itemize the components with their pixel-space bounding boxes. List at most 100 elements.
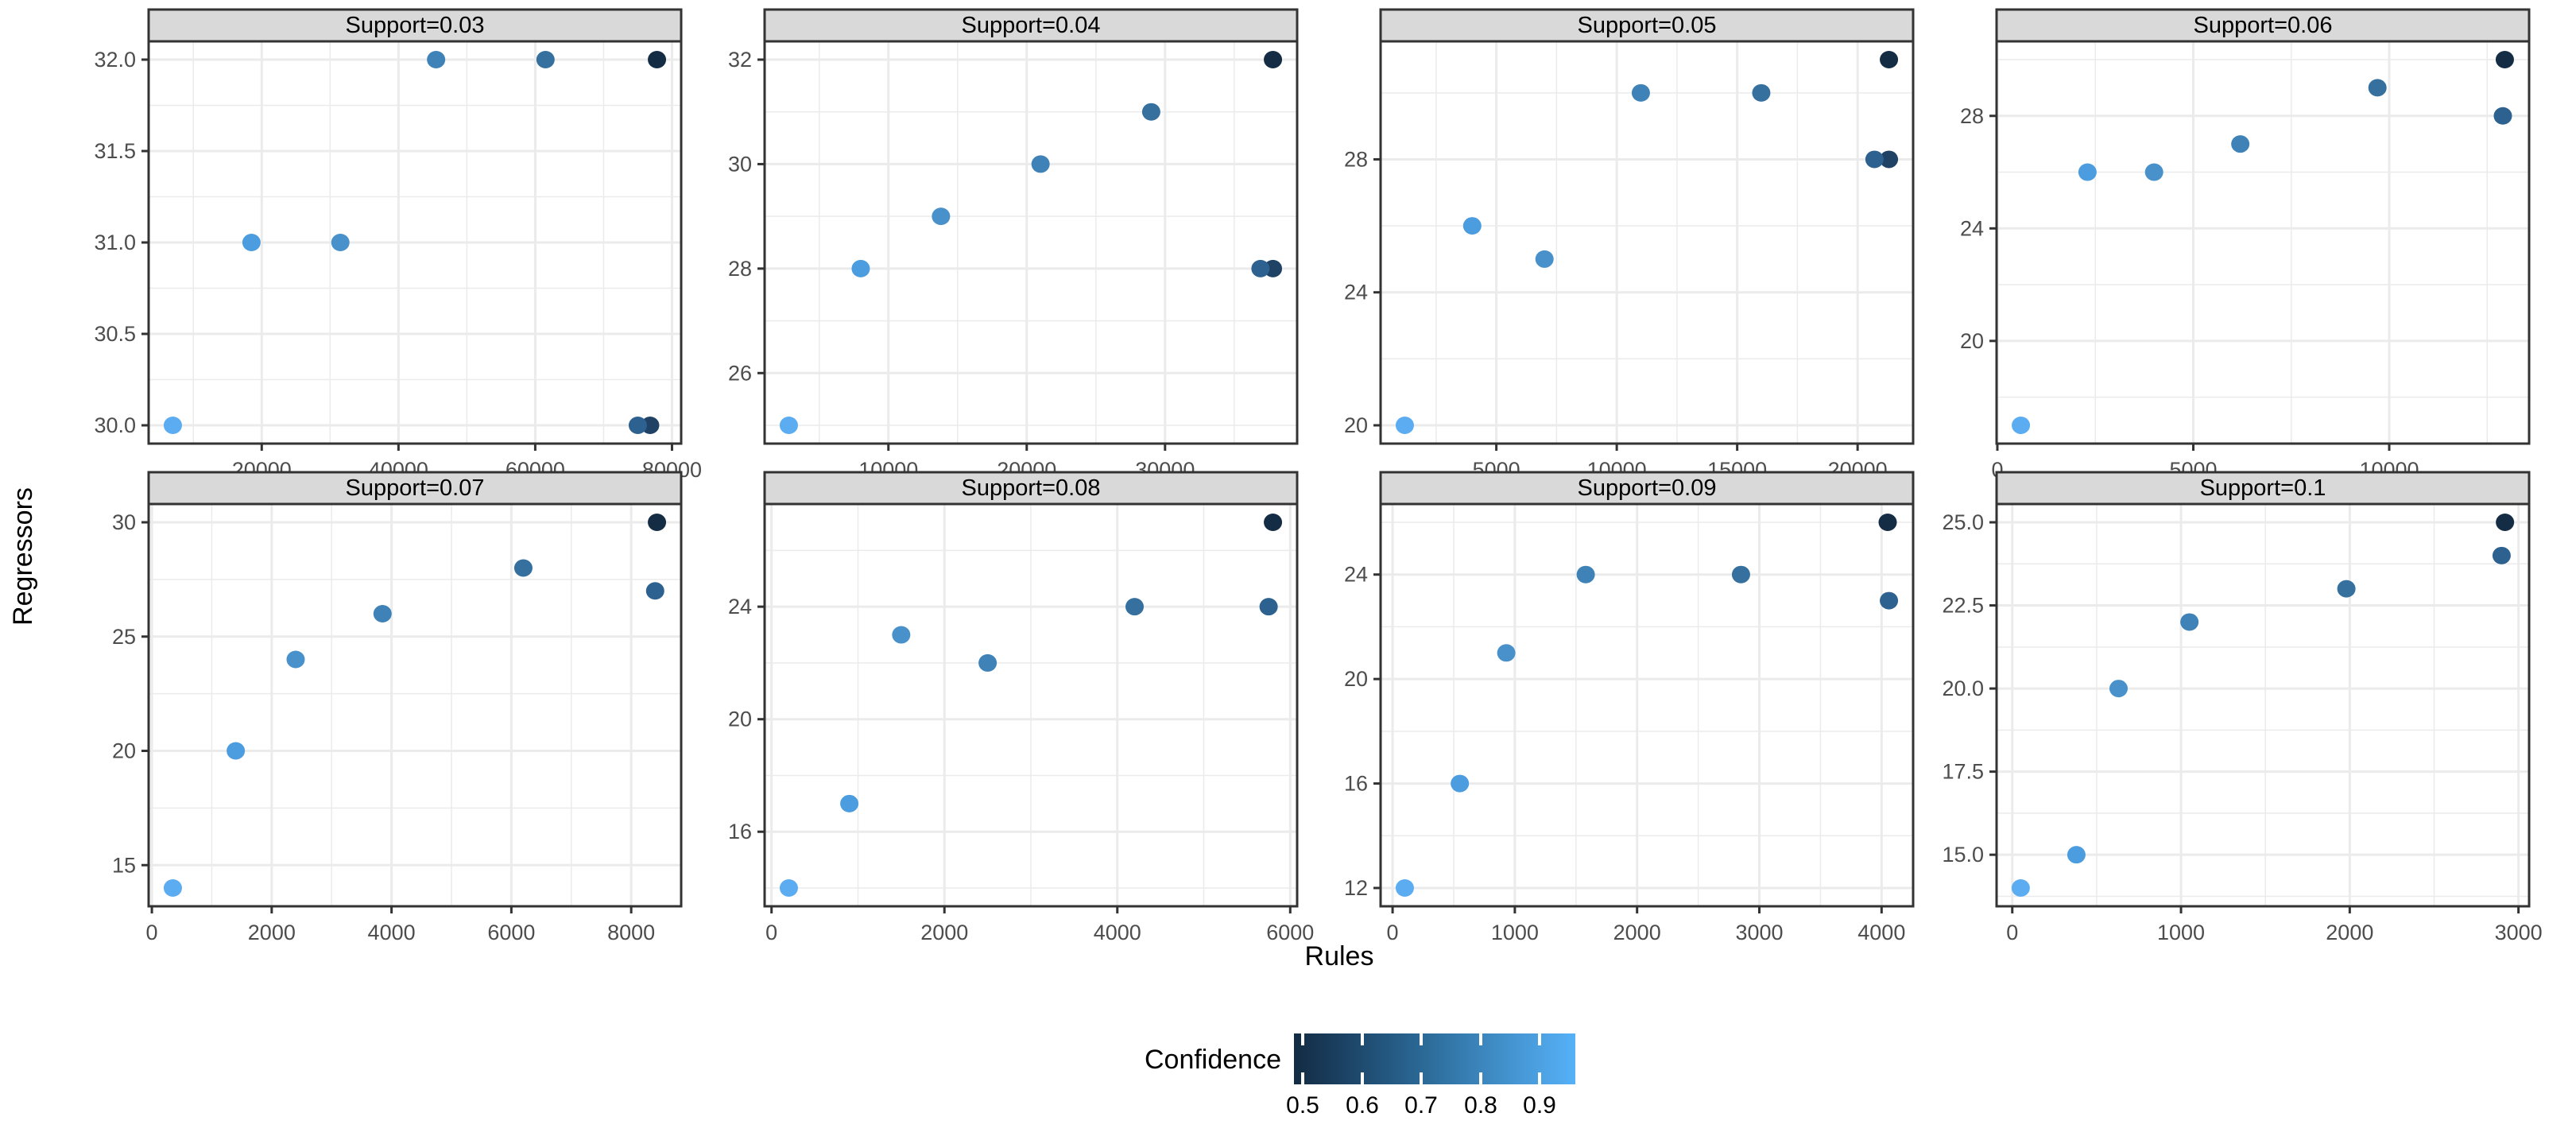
y-tick-label: 12 bbox=[1344, 876, 1368, 900]
y-tick-label: 20 bbox=[1960, 329, 1984, 353]
x-tick-label: 6000 bbox=[487, 921, 535, 944]
data-point bbox=[2231, 135, 2250, 153]
facet-strip bbox=[147, 471, 683, 506]
x-tick-label: 0 bbox=[146, 921, 158, 944]
facet-strip bbox=[147, 8, 683, 43]
data-point bbox=[242, 234, 261, 251]
y-axis-title: Regressors bbox=[8, 487, 38, 626]
y-tick-label: 15 bbox=[112, 853, 136, 877]
facet-strip bbox=[1379, 8, 1915, 43]
y-tick-label: 20.0 bbox=[1942, 677, 1984, 700]
y-tick-label: 28 bbox=[1344, 147, 1368, 171]
x-tick-label: 4000 bbox=[368, 921, 416, 944]
facet-title: Support=0.08 bbox=[962, 475, 1101, 501]
x-tick-label: 8000 bbox=[607, 921, 655, 944]
legend-tick-mark bbox=[1361, 1033, 1364, 1045]
data-point bbox=[2012, 417, 2031, 434]
x-tick-label: 2000 bbox=[920, 921, 968, 944]
x-tick-label: 1000 bbox=[1491, 921, 1539, 944]
x-tick-label: 1000 bbox=[2157, 921, 2205, 944]
y-tick-label: 28 bbox=[1960, 104, 1984, 128]
facet-strip bbox=[1995, 8, 2531, 43]
x-tick-label: 3000 bbox=[1735, 921, 1783, 944]
legend-tick-label: 0.7 bbox=[1404, 1092, 1438, 1119]
legend-tick-labels: 0.5 0.6 0.7 0.8 0.9 bbox=[1286, 1092, 1575, 1124]
legend-title: Confidence bbox=[1144, 1045, 1281, 1075]
facet-title: Support=0.07 bbox=[346, 475, 485, 501]
data-point bbox=[2493, 107, 2512, 125]
facet-title: Support=0.05 bbox=[1578, 13, 1717, 38]
data-point bbox=[1752, 83, 1771, 102]
data-point bbox=[1880, 51, 1899, 68]
x-tick-label: 2000 bbox=[2326, 921, 2373, 944]
data-point bbox=[648, 514, 667, 531]
legend-tick-label: 0.6 bbox=[1346, 1092, 1379, 1119]
data-point bbox=[1251, 259, 1270, 277]
data-point bbox=[779, 417, 798, 434]
facet-strip bbox=[763, 8, 1299, 43]
legend-tick-mark bbox=[1479, 1072, 1482, 1084]
x-tick-label: 4000 bbox=[1094, 921, 1141, 944]
y-tick-label: 31.0 bbox=[94, 231, 136, 254]
facet-strip bbox=[1995, 471, 2531, 506]
legend-tick-mark bbox=[1420, 1072, 1423, 1084]
data-point bbox=[1878, 514, 1897, 531]
x-axis-title: Rules bbox=[1305, 941, 1374, 971]
y-tick-label: 20 bbox=[112, 739, 136, 763]
y-tick-label: 16 bbox=[728, 820, 752, 843]
panel-background bbox=[1997, 504, 2529, 906]
facet-strip bbox=[763, 471, 1299, 506]
x-tick-label: 0 bbox=[2006, 921, 2018, 944]
data-point bbox=[2337, 580, 2356, 598]
x-tick-label: 0 bbox=[765, 921, 777, 944]
data-point bbox=[2495, 51, 2514, 68]
y-tick-label: 32 bbox=[728, 48, 752, 72]
y-tick-label: 22.5 bbox=[1942, 594, 1984, 618]
y-tick-label: 24 bbox=[1344, 281, 1368, 304]
data-point bbox=[892, 626, 911, 644]
data-point bbox=[648, 51, 667, 68]
panel-background bbox=[149, 504, 681, 906]
data-point bbox=[286, 650, 305, 669]
data-point bbox=[1125, 598, 1145, 616]
y-tick-label: 28 bbox=[728, 257, 752, 281]
data-point bbox=[1865, 150, 1884, 169]
data-point bbox=[513, 559, 533, 577]
facet-title: Support=0.09 bbox=[1578, 475, 1717, 501]
legend-tick-mark bbox=[1538, 1072, 1541, 1084]
data-point bbox=[2492, 546, 2511, 564]
data-point bbox=[227, 742, 246, 760]
data-point bbox=[779, 879, 798, 897]
legend-tick-mark bbox=[1361, 1072, 1364, 1084]
y-tick-label: 20 bbox=[1344, 667, 1368, 691]
y-tick-label: 25.0 bbox=[1942, 510, 1984, 534]
y-tick-label: 20 bbox=[728, 708, 752, 731]
data-point bbox=[1395, 879, 1414, 897]
data-point bbox=[628, 417, 647, 434]
data-point bbox=[1462, 217, 1482, 235]
y-tick-label: 26 bbox=[728, 361, 752, 385]
data-point bbox=[536, 51, 555, 68]
data-point bbox=[1259, 598, 1278, 616]
data-point bbox=[331, 234, 350, 251]
data-point bbox=[373, 605, 392, 622]
data-point bbox=[1031, 155, 1050, 173]
y-tick-label: 24 bbox=[728, 595, 752, 618]
x-tick-label: 0 bbox=[1387, 921, 1399, 944]
data-point bbox=[645, 582, 664, 600]
y-tick-label: 15.0 bbox=[1942, 843, 1984, 867]
data-point bbox=[1264, 514, 1283, 531]
facet-strip bbox=[1379, 471, 1915, 506]
data-point bbox=[1264, 51, 1283, 68]
legend-tick-label: 0.8 bbox=[1464, 1092, 1497, 1119]
data-point bbox=[2109, 680, 2128, 698]
panel-background bbox=[1997, 41, 2529, 444]
y-tick-label: 32.0 bbox=[94, 48, 136, 72]
y-tick-label: 24 bbox=[1960, 216, 1984, 240]
data-point bbox=[2011, 879, 2030, 897]
y-tick-label: 20 bbox=[1344, 413, 1368, 437]
panel-background bbox=[1381, 504, 1913, 906]
data-point bbox=[1395, 417, 1414, 434]
legend-tick-mark bbox=[1301, 1033, 1304, 1045]
